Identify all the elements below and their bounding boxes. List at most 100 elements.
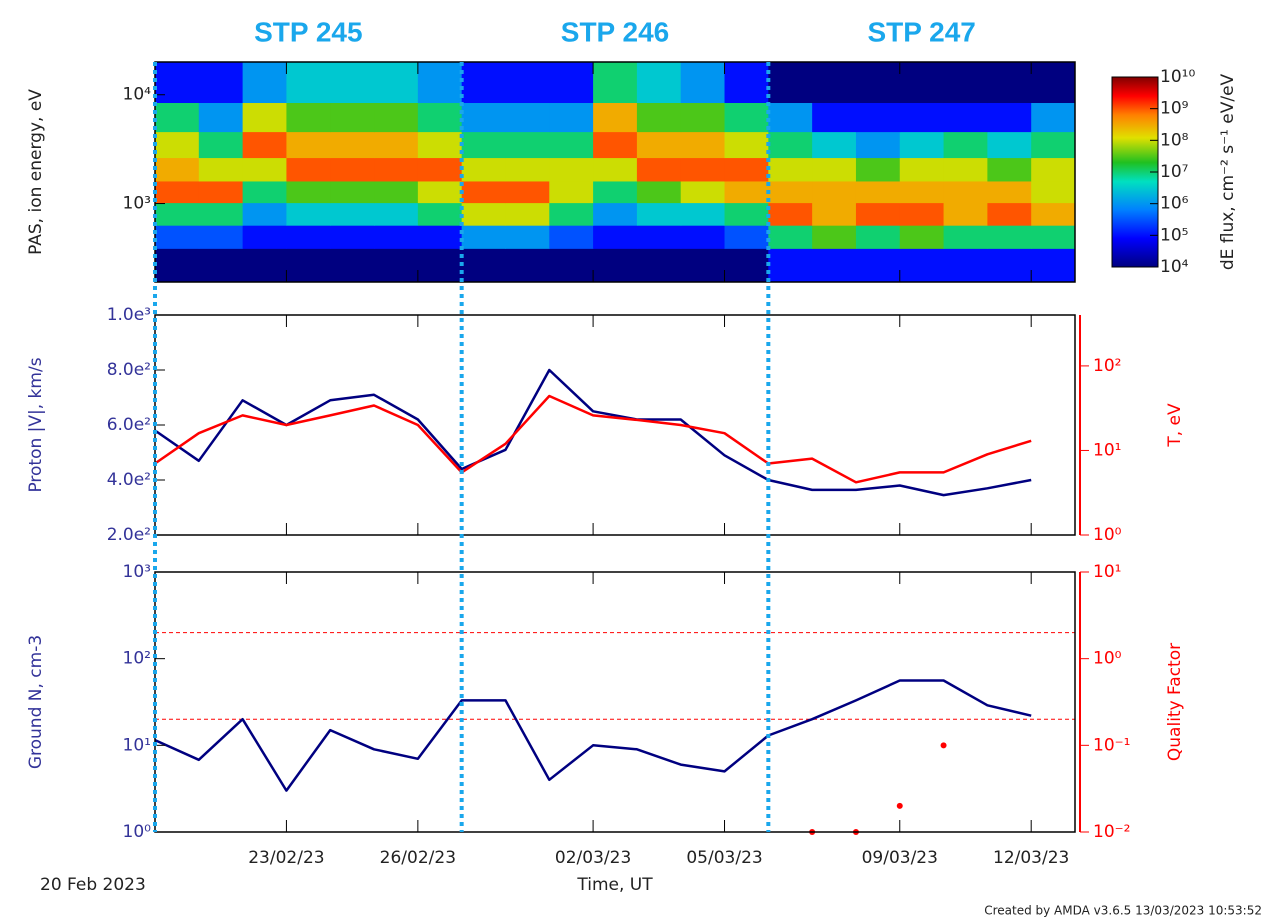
heatmap-cell [593, 225, 638, 249]
heatmap-cell [330, 180, 375, 204]
heatmap-cell [812, 102, 857, 133]
heatmap-cell [417, 180, 463, 204]
heatmap-cell [374, 62, 419, 104]
y-tick-label: 4.0e² [107, 470, 151, 490]
heatmap-cell [549, 157, 594, 182]
heatmap-cell [374, 157, 419, 182]
heatmap-cell [198, 131, 244, 159]
heatmap-cell [286, 248, 331, 283]
y-axis-label: Proton |V|, km/s [26, 357, 46, 492]
x-tick-label: 12/03/23 [993, 848, 1069, 868]
heatmap-cell [242, 202, 287, 226]
heatmap-cell [812, 248, 857, 283]
heatmap-cell [461, 157, 506, 182]
heatmap-cell [461, 102, 506, 133]
plot-frame [154, 61, 1076, 283]
heatmap-cell [768, 62, 813, 104]
y-tick-label: 10¹ [123, 735, 151, 755]
heatmap-cell [987, 248, 1032, 283]
heatmap-cell [286, 225, 331, 249]
heatmap-cell [374, 248, 419, 283]
y-tick-label: 10⁰ [123, 822, 152, 842]
heatmap-cell [943, 62, 988, 104]
heatmap-cell [198, 225, 244, 249]
y2-axis-label: Quality Factor [1165, 643, 1185, 761]
heatmap-cell [461, 62, 506, 104]
colorbar-tick-label: 10⁸ [1160, 130, 1189, 150]
heatmap-cell [1031, 157, 1076, 182]
interval-label: STP 245 [254, 16, 362, 47]
heatmap-cell [1031, 225, 1076, 249]
heatmap-cell [417, 202, 463, 226]
colorbar-label: dE flux, cm⁻² s⁻¹ eV/eV [1218, 73, 1238, 270]
heatmap-cell [1031, 202, 1076, 226]
heatmap-cell [374, 180, 419, 204]
heatmap-cell [636, 62, 682, 104]
colorbar-tick-label: 10⁷ [1160, 162, 1189, 182]
heatmap-cell [374, 102, 419, 133]
heatmap-cell [242, 157, 287, 182]
heatmap-cell [417, 131, 463, 159]
heatmap-cell [636, 131, 682, 159]
heatmap-cell [899, 131, 945, 159]
heatmap-cell [286, 62, 331, 104]
heatmap-cell [505, 131, 550, 159]
heatmap-cell [505, 62, 550, 104]
heatmap-cell [724, 131, 769, 159]
series-line [154, 679, 1032, 792]
heatmap-cell [943, 248, 988, 283]
heatmap-cell [549, 202, 594, 226]
heatmap-cell [899, 225, 945, 249]
heatmap-cell [680, 102, 726, 133]
heatmap-cell [855, 62, 901, 104]
heatmap-cell [768, 202, 813, 226]
heatmap-cell [1031, 131, 1076, 159]
heatmap-cell [768, 102, 813, 133]
y-tick-label: 8.0e² [107, 360, 151, 380]
heatmap-cell [155, 225, 200, 249]
heatmap-cell [155, 202, 200, 226]
y2-tick-label: 10⁰ [1093, 525, 1122, 545]
heatmap-cell [155, 62, 200, 104]
x-tick-label: 09/03/23 [862, 848, 938, 868]
interval-label: STP 246 [561, 16, 669, 47]
heatmap-cell [899, 202, 945, 226]
heatmap-cell [987, 157, 1032, 182]
y-tick-label: 2.0e² [107, 525, 151, 545]
x-tick-label: 02/03/23 [555, 848, 631, 868]
y-tick-label: 10⁴ [123, 85, 152, 105]
heatmap-cell [636, 248, 682, 283]
heatmap-cell [724, 225, 769, 249]
heatmap-cell [155, 102, 200, 133]
heatmap-cell [855, 248, 901, 283]
heatmap-cell [155, 131, 200, 159]
heatmap-cell [899, 102, 945, 133]
heatmap-cell [812, 62, 857, 104]
y-tick-label: 10³ [123, 194, 151, 214]
colorbar-tick-label: 10⁴ [1160, 257, 1189, 277]
heatmap-cell [943, 131, 988, 159]
heatmap-cell [812, 225, 857, 249]
heatmap-cell [198, 248, 244, 283]
heatmap-cell [417, 248, 463, 283]
heatmap-cell [768, 248, 813, 283]
heatmap-cell [286, 131, 331, 159]
heatmap-cell [987, 225, 1032, 249]
heatmap-cell [680, 248, 726, 283]
heatmap-cell [593, 102, 638, 133]
heatmap-cell [899, 248, 945, 283]
heatmap-cell [943, 225, 988, 249]
heatmap-cell [198, 180, 244, 204]
heatmap-cell [242, 62, 287, 104]
y2-tick-label: 10¹ [1093, 440, 1121, 460]
heatmap-cell [155, 157, 200, 182]
heatmap-cell [680, 131, 726, 159]
heatmap-cell [724, 180, 769, 204]
heatmap-cell [812, 202, 857, 226]
heatmap-cell [242, 180, 287, 204]
heatmap-cell [943, 180, 988, 204]
heatmap-cell [768, 180, 813, 204]
heatmap-cell [155, 248, 200, 283]
heatmap-cell [812, 157, 857, 182]
